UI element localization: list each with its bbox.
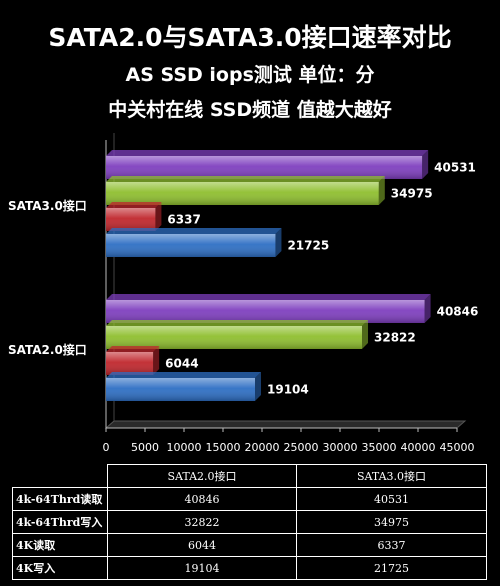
bar-shading — [106, 182, 379, 205]
bar-value-label: 6044 — [165, 357, 198, 371]
table-row: 4K写入 19104 21725 — [12, 556, 487, 580]
category-label: SATA2.0接口 — [8, 342, 87, 357]
table-corner-cell — [12, 464, 108, 488]
bar-value-label: 40531 — [434, 161, 476, 175]
table-cell: 40846 — [107, 487, 297, 511]
bar-end-face — [153, 346, 160, 375]
bar-top-face — [106, 228, 282, 234]
x-tick-label: 40000 — [401, 441, 436, 454]
table-header-sata3: SATA3.0接口 — [296, 464, 487, 488]
table-row-label: 4k-64Thrd读取 — [12, 487, 108, 511]
data-table: SATA2.0接口 SATA3.0接口 4k-64Thrd读取 40846 40… — [12, 464, 487, 580]
bar-end-face — [255, 372, 262, 401]
bar-shading — [106, 208, 156, 231]
bar-end-face — [362, 320, 369, 349]
bar-top-face — [106, 176, 385, 182]
bar-end-face — [424, 294, 431, 323]
chart-subtitle: AS SSD iops测试 单位：分 — [125, 64, 375, 86]
x-tick-label: 35000 — [362, 441, 397, 454]
table-row: 4k-64Thrd读取 40846 40531 — [12, 487, 487, 511]
table-row: 4K读取 6044 6337 — [12, 533, 487, 557]
bar-shading — [106, 156, 423, 179]
x-tick-label: 5000 — [131, 441, 159, 454]
bar-value-label: 6337 — [167, 213, 200, 227]
bar-top-face — [106, 202, 162, 208]
bar-top-face — [106, 320, 369, 326]
x-tick-label: 30000 — [323, 441, 358, 454]
chart-floor — [104, 420, 467, 429]
bar-value-label: 34975 — [391, 187, 433, 201]
bar-end-face — [378, 176, 385, 205]
chart-title: SATA2.0与SATA3.0接口速率对比 — [48, 23, 452, 52]
bar-shading — [106, 300, 425, 323]
bar-end-face — [155, 202, 162, 231]
bar-chart: 0 5000 10000 15000 20000 25000 30000 35000 40000… — [8, 133, 479, 454]
table-header-row: SATA2.0接口 SATA3.0接口 — [12, 464, 487, 488]
table-row-label: 4K写入 — [12, 556, 108, 580]
table-cell: 19104 — [107, 556, 297, 580]
table-cell: 32822 — [107, 510, 297, 534]
bar-shading — [106, 234, 276, 257]
bar-value-label: 32822 — [374, 331, 416, 345]
table-cell: 6044 — [107, 533, 297, 557]
table-row-label: 4k-64Thrd写入 — [12, 510, 108, 534]
x-tick-label: 25000 — [284, 441, 319, 454]
bar-end-face — [275, 228, 282, 257]
table-header-sata2: SATA2.0接口 — [107, 464, 297, 488]
table-row: 4k-64Thrd写入 32822 34975 — [12, 510, 487, 534]
bar-top-face — [106, 294, 431, 300]
bar-end-face — [422, 150, 429, 179]
bar-shading — [106, 378, 256, 401]
bar-top-face — [106, 346, 160, 352]
bar-value-label: 19104 — [267, 383, 309, 397]
table-row-label: 4K读取 — [12, 533, 108, 557]
x-tick-label: 0 — [103, 441, 110, 454]
bar-value-label: 21725 — [287, 239, 329, 253]
bar-shading — [106, 326, 363, 349]
category-label: SATA3.0接口 — [8, 198, 87, 213]
x-tick-label: 10000 — [167, 441, 202, 454]
table-cell: 6337 — [296, 533, 487, 557]
bar-top-face — [106, 372, 262, 378]
bar-shading — [106, 352, 154, 375]
bar-top-face — [106, 150, 429, 156]
x-tick-label: 20000 — [245, 441, 280, 454]
chart-source-line: 中关村在线 SSD频道 值越大越好 — [108, 99, 392, 121]
table-cell: 34975 — [296, 510, 487, 534]
table-cell: 21725 — [296, 556, 487, 580]
x-tick-label: 15000 — [206, 441, 241, 454]
x-tick-label: 45000 — [440, 441, 475, 454]
table-cell: 40531 — [296, 487, 487, 511]
bar-value-label: 40846 — [437, 305, 479, 319]
